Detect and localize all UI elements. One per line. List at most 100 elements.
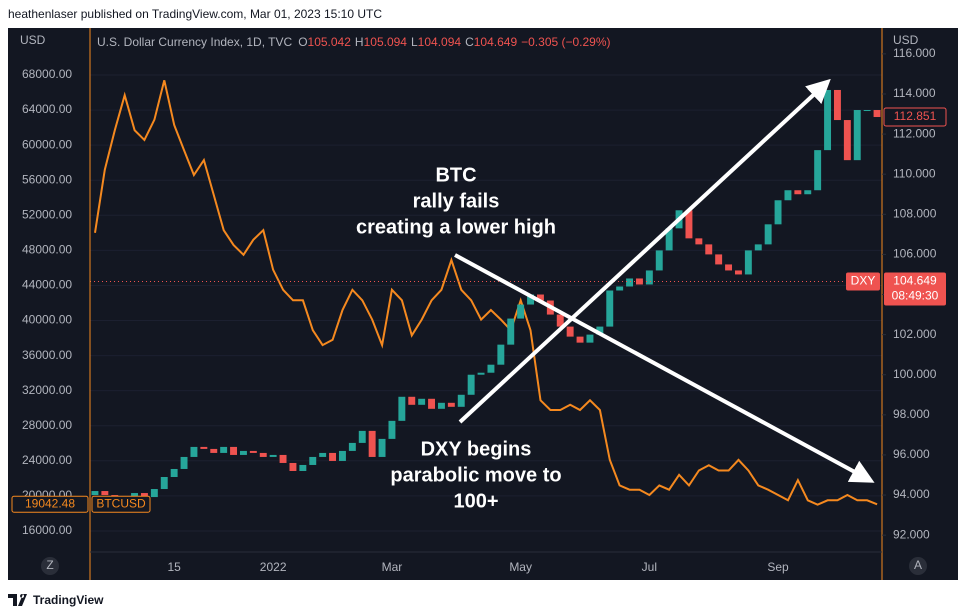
candle-body xyxy=(368,430,376,457)
candle-body xyxy=(437,402,445,409)
candle-body xyxy=(804,190,812,195)
candle-body xyxy=(596,326,604,335)
y2-tick-label: 106.000 xyxy=(893,247,937,261)
scale-button[interactable] xyxy=(41,557,59,575)
candle-body xyxy=(91,491,99,496)
candle-body xyxy=(744,250,752,275)
candle-body xyxy=(447,402,455,407)
scale-button[interactable] xyxy=(909,557,927,575)
candle-body xyxy=(497,344,505,365)
candle-body xyxy=(230,446,238,455)
publish-note: heathenlaser published on TradingView.co… xyxy=(8,7,382,21)
candle-body xyxy=(626,278,634,287)
scale-button-label[interactable]: Z xyxy=(46,558,53,572)
candle-body xyxy=(645,270,653,285)
price-tag xyxy=(884,272,946,306)
candle-body xyxy=(814,150,822,191)
y2-tick-label: 110.000 xyxy=(893,166,936,180)
right-unit: USD xyxy=(893,33,919,47)
candle-body xyxy=(536,294,544,301)
y2-tick-label: 116.000 xyxy=(893,46,936,60)
x-tick-label: May xyxy=(509,560,532,574)
candle-body xyxy=(249,450,257,453)
y2-tick-label: 94.000 xyxy=(893,487,930,501)
arrow-up xyxy=(458,78,831,424)
candle-body xyxy=(517,304,525,319)
candle-body xyxy=(586,334,594,343)
candle-body xyxy=(606,290,614,327)
y-tick-label: 40000.00 xyxy=(22,313,72,327)
candle-body xyxy=(863,110,871,112)
annotation-line: parabolic move to xyxy=(390,464,561,486)
candle-body xyxy=(319,452,327,457)
y-tick-label: 64000.00 xyxy=(22,102,72,116)
candle-body xyxy=(665,228,673,251)
x-tick-label: 15 xyxy=(167,560,181,574)
candle-body xyxy=(398,396,406,421)
annotations: BTC rally fails creating a lower high DXY b… xyxy=(356,164,562,512)
candle-body xyxy=(635,278,643,285)
candle-body xyxy=(210,448,218,453)
candle-body xyxy=(180,456,188,469)
candle-body xyxy=(428,398,436,409)
candle-body xyxy=(220,446,228,453)
price-tag-label: 104.649 xyxy=(893,274,937,288)
y2-tick-label: 96.000 xyxy=(893,447,930,461)
candle-body xyxy=(289,462,297,471)
annotation-line: rally fails xyxy=(413,190,500,212)
candle-body xyxy=(279,454,287,463)
scale-button-label[interactable]: A xyxy=(914,558,922,572)
y2-tick-label: 100.000 xyxy=(893,367,937,381)
candle-body xyxy=(140,493,148,498)
y-tick-label: 16000.00 xyxy=(22,523,72,537)
candle-body xyxy=(358,430,366,443)
btc-symbol-tag xyxy=(91,495,151,513)
candle-body xyxy=(388,420,396,439)
candle-body xyxy=(774,200,782,225)
legend-symbol: U.S. Dollar Currency Index, 1D, TVC xyxy=(97,35,293,49)
annotation-line: DXY begins xyxy=(421,438,532,460)
countdown-label: 08:49:30 xyxy=(892,289,939,303)
legend-value: 104.649 xyxy=(474,35,518,49)
candle-body xyxy=(655,250,663,271)
x-tick-label: Jul xyxy=(642,560,657,574)
candle-body xyxy=(556,314,564,327)
candle-body xyxy=(725,264,733,271)
legend: U.S. Dollar Currency Index, 1D, TVC O105.… xyxy=(97,35,611,49)
y-tick-label: 36000.00 xyxy=(22,348,72,362)
y-tick-label: 28000.00 xyxy=(22,418,72,432)
y-tick-label: 44000.00 xyxy=(22,278,72,292)
candle-body xyxy=(734,270,742,275)
candle-body xyxy=(239,450,247,455)
y-tick-label: 52000.00 xyxy=(22,207,72,221)
candle-body xyxy=(259,452,267,457)
y2-tick-label: 108.000 xyxy=(893,206,937,220)
candle-body xyxy=(329,452,337,461)
candle-body xyxy=(616,286,624,291)
annotation-line: BTC xyxy=(435,164,476,186)
legend-value: 105.042 xyxy=(308,35,352,49)
candle-body xyxy=(477,372,485,375)
candle-body xyxy=(190,446,198,457)
candle-body xyxy=(576,336,584,343)
candle-body xyxy=(200,446,208,449)
candle-body xyxy=(715,254,723,265)
candle-body xyxy=(824,89,832,151)
candle-body xyxy=(487,364,495,373)
y-tick-label: 48000.00 xyxy=(22,243,72,257)
y2-tick-label: 114.000 xyxy=(893,86,936,100)
candle-body xyxy=(150,489,158,498)
y-tick-label: 24000.00 xyxy=(22,453,72,467)
btc-line xyxy=(94,80,878,506)
footer-logo xyxy=(8,594,27,606)
x-tick-label: 2022 xyxy=(260,560,287,574)
candle-body xyxy=(764,224,772,245)
candle-body xyxy=(457,394,465,407)
candle-body xyxy=(754,244,762,251)
candle-body xyxy=(467,374,475,395)
candle-body xyxy=(408,396,416,405)
legend-value: 104.094 xyxy=(418,35,462,49)
candle-body xyxy=(853,110,861,161)
candle-body xyxy=(309,456,317,465)
